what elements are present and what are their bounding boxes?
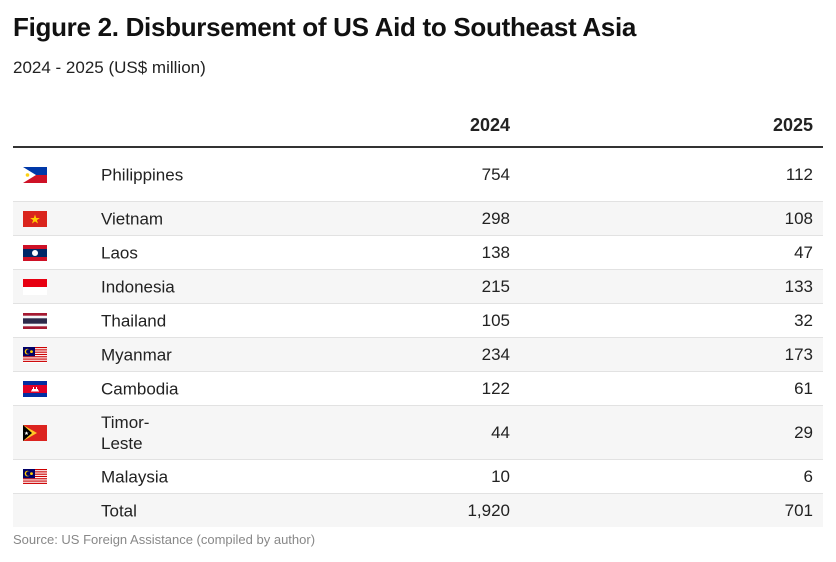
malaysia-flag-icon — [23, 468, 47, 485]
country-name: Cambodia — [101, 379, 179, 398]
table-row: Timor-​Leste 44 29 — [13, 406, 823, 460]
timor-leste-flag-icon — [23, 424, 47, 441]
total-row: Total 1,920 701 — [13, 494, 823, 527]
thailand-flag-icon — [23, 312, 47, 329]
value-2024: 138 — [481, 242, 510, 262]
laos-flag-icon — [23, 244, 47, 261]
column-header-2024: 2024 — [469, 115, 510, 135]
value-2025: 108 — [784, 208, 813, 228]
table-row: Cambodia 122 61 — [13, 372, 823, 406]
value-2025: 6 — [803, 466, 813, 486]
indonesia-flag-icon — [23, 278, 47, 295]
country-name: Timor-​Leste — [101, 412, 150, 453]
value-2025: 29 — [794, 422, 813, 442]
aid-table: 2024 2025 Philippines 754 112 Vietnam 298 108… — [13, 108, 823, 527]
column-header-2025: 2025 — [772, 115, 813, 135]
table-row: Indonesia 215 133 — [13, 270, 823, 304]
vietnam-flag-icon — [23, 210, 47, 227]
cambodia-flag-icon — [23, 380, 47, 397]
value-2024: 122 — [481, 378, 510, 398]
table-row: Malaysia 10 6 — [13, 460, 823, 494]
table-row: Myanmar 234 173 — [13, 338, 823, 372]
total-label: Total — [101, 501, 137, 520]
country-name: Malaysia — [101, 467, 169, 486]
value-2025: 47 — [794, 242, 813, 262]
chart-title: Figure 2. Disbursement of US Aid to Sout… — [13, 12, 637, 42]
malaysia-flag-icon — [23, 346, 47, 363]
philippines-flag-icon — [23, 166, 47, 183]
table-row: Thailand 105 32 — [13, 304, 823, 338]
country-name: Laos — [101, 243, 138, 262]
chart-subtitle: 2024 - 2025 (US$ million) — [13, 58, 206, 77]
value-2025: 32 — [794, 310, 813, 330]
value-2024: 10 — [491, 466, 510, 486]
value-2024: 215 — [481, 276, 510, 296]
total-2025: 701 — [784, 500, 813, 520]
table-body: Philippines 754 112 Vietnam 298 108 Laos 138 47 I… — [13, 148, 823, 494]
value-2025: 112 — [785, 164, 813, 184]
country-name: Vietnam — [101, 209, 164, 228]
value-2024: 298 — [481, 208, 510, 228]
table-row: Laos 138 47 — [13, 236, 823, 270]
table-row: Philippines 754 112 — [13, 148, 823, 202]
value-2024: 234 — [481, 344, 510, 364]
value-2025: 61 — [794, 378, 813, 398]
value-2024: 754 — [481, 164, 510, 184]
table-header: 2024 2025 — [13, 108, 823, 148]
total-2024: 1,920 — [467, 500, 510, 520]
country-name: Thailand — [101, 311, 167, 330]
value-2025: 173 — [784, 344, 813, 364]
country-name: Myanmar — [101, 345, 172, 364]
source-note: Source: US Foreign Assistance (compiled … — [13, 532, 316, 547]
value-2024: 105 — [481, 310, 510, 330]
table-row: Vietnam 298 108 — [13, 202, 823, 236]
country-name: Philippines — [101, 165, 184, 184]
country-name: Indonesia — [101, 277, 175, 296]
value-2024: 44 — [491, 422, 510, 442]
value-2025: 133 — [784, 276, 813, 296]
